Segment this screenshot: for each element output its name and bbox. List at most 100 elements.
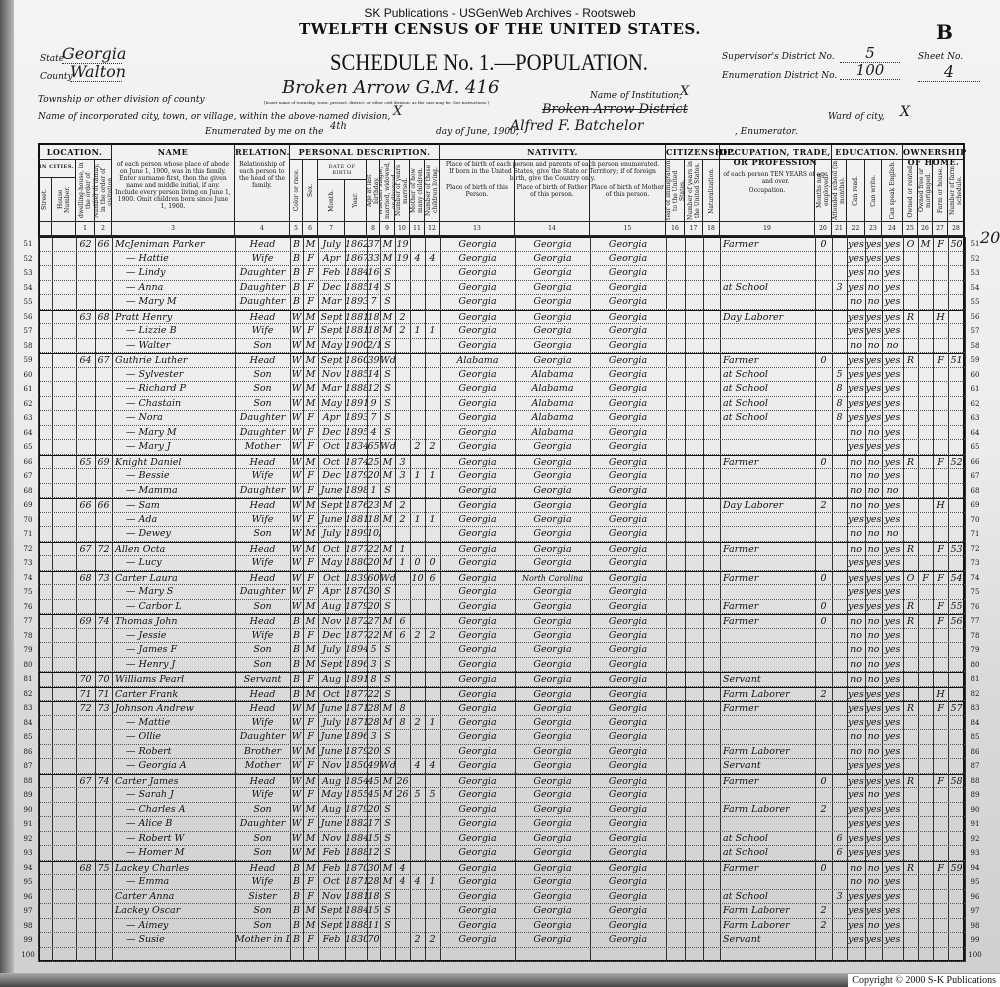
cell-col-17: Georgia xyxy=(533,528,572,539)
cell-col-16: Georgia xyxy=(458,905,497,916)
cell-col-16: Georgia xyxy=(458,688,497,700)
cell-col-9: May xyxy=(321,339,342,351)
cell-col-13: 26 xyxy=(396,775,409,787)
column-label: Can read. xyxy=(852,175,859,206)
cell-col-17: Georgia xyxy=(533,441,572,452)
sheet-label: Sheet No. xyxy=(918,52,964,62)
city-value: X xyxy=(393,104,403,119)
row-number: 72 xyxy=(23,544,33,553)
cell-col-28: O xyxy=(906,572,915,584)
cell-col-9: July xyxy=(322,239,341,250)
cell-col-27: yes xyxy=(884,325,901,336)
cell-col-13: 19 xyxy=(396,252,409,264)
cell-col-31: 56 xyxy=(950,616,963,627)
cell-col-27: yes xyxy=(884,456,901,468)
cell-col-16: Georgia xyxy=(458,818,497,829)
cell-col-22: Farmer xyxy=(723,572,759,584)
cell-col-16: Georgia xyxy=(458,528,497,539)
column-label: Sex. xyxy=(306,184,314,197)
cell-col-16: Georgia xyxy=(458,616,497,627)
cell-col-17: Georgia xyxy=(533,543,572,555)
cell-col-16: Georgia xyxy=(458,803,497,815)
cell-col-27: yes xyxy=(884,919,901,931)
cell-col-10: 1862 xyxy=(345,239,367,250)
cell-col-23: 2 xyxy=(820,919,827,931)
cell-col-14: 4 xyxy=(414,252,421,264)
cell-col-27: yes xyxy=(884,847,901,858)
cell-col-6: Wife xyxy=(251,252,274,264)
column-divider xyxy=(590,237,591,962)
cell-col-18: Georgia xyxy=(608,890,648,902)
group-name: NAME of each person whose place of abode … xyxy=(112,143,235,222)
person-name: Thomas John xyxy=(115,616,178,627)
cell-col-25: yes xyxy=(848,789,864,800)
cell-col-18: Georgia xyxy=(608,484,648,496)
cell-col-11: 20 xyxy=(367,745,380,757)
cell-col-14: 0 xyxy=(414,557,421,568)
cell-col-12: S xyxy=(384,296,391,307)
given-name: Dewey xyxy=(138,528,171,539)
cell-col-28: R xyxy=(906,543,915,555)
cell-col-27: yes xyxy=(884,543,901,555)
cell-col-9: June xyxy=(320,731,343,742)
cell-col-17: Georgia xyxy=(533,557,572,568)
cell-col-26: no xyxy=(867,426,880,438)
cell-col-12: M xyxy=(382,703,393,714)
column-header-28: Owned or rented. xyxy=(903,160,918,222)
row-number: 79 xyxy=(970,646,980,654)
cell-col-17: Georgia xyxy=(533,862,572,874)
cell-col-12: M xyxy=(382,775,393,787)
cell-col-8: M xyxy=(305,803,316,815)
row-number: 76 xyxy=(970,602,980,611)
cell-col-3: 68 xyxy=(79,862,92,874)
cell-col-15: 1 xyxy=(429,325,436,336)
cell-col-18: Georgia xyxy=(608,703,648,714)
ditto-dash: — xyxy=(126,528,139,539)
ditto-dash: — xyxy=(126,484,139,496)
cell-col-10: 1888 xyxy=(345,919,367,931)
cell-col-27: yes xyxy=(884,760,901,771)
cell-col-22: at School xyxy=(723,397,768,409)
cell-col-28: R xyxy=(906,775,915,787)
row-number: 52 xyxy=(970,254,980,263)
column-divider xyxy=(720,237,721,962)
enumerated-day: 4th xyxy=(330,121,347,132)
given-name: Sarah J xyxy=(138,789,174,800)
cell-col-9: Nov xyxy=(321,616,342,627)
cell-col-26: no xyxy=(867,281,880,293)
cell-col-8: F xyxy=(307,470,314,481)
cell-col-14: 2 xyxy=(414,716,421,728)
group-name-title: NAME xyxy=(157,147,189,157)
table-row: 63 68 Pratt Henry Head W M Sept 1881 18 M 2 Georgia… xyxy=(38,309,965,324)
ditto-dash: — xyxy=(126,267,139,278)
cell-col-6: Daughter xyxy=(239,484,286,496)
cell-col-25: no xyxy=(850,484,862,496)
cell-col-18: Georgia xyxy=(608,745,648,757)
cell-col-6: Servant xyxy=(243,674,282,685)
cell-col-12: S xyxy=(384,890,391,902)
enumeration-label: Enumeration District No. xyxy=(722,71,838,81)
column-header-26: Can write. xyxy=(865,160,882,222)
cell-col-13: 1 xyxy=(399,543,406,555)
table-row: — Alice B Daughter W F June 1882 17 S Georgia Geo… xyxy=(38,817,965,832)
cell-col-18: Georgia xyxy=(608,339,648,351)
column-number: 6 xyxy=(303,222,318,237)
cell-col-7: W xyxy=(291,586,302,597)
cell-col-25: no xyxy=(850,876,862,887)
column-divider xyxy=(685,237,686,962)
cell-col-27: yes xyxy=(884,383,901,394)
cell-col-9: Sept xyxy=(320,500,343,511)
cell-col-3: 67 xyxy=(79,775,92,787)
row-number: 78 xyxy=(970,631,980,640)
cell-col-8: M xyxy=(305,311,316,323)
column-header-8: Sex. xyxy=(303,160,318,222)
cell-col-27: yes xyxy=(884,267,901,278)
cell-col-17: Georgia xyxy=(533,905,572,916)
row-number: 51 xyxy=(23,240,33,248)
table-row: — Ollie Daughter W F June 1896 3 S Georgia Georgi… xyxy=(38,730,965,745)
cell-col-16: Georgia xyxy=(458,513,497,525)
cell-col-25: no xyxy=(850,644,862,655)
cell-col-17: Alabama xyxy=(531,397,574,409)
row-number: 81 xyxy=(970,675,980,683)
